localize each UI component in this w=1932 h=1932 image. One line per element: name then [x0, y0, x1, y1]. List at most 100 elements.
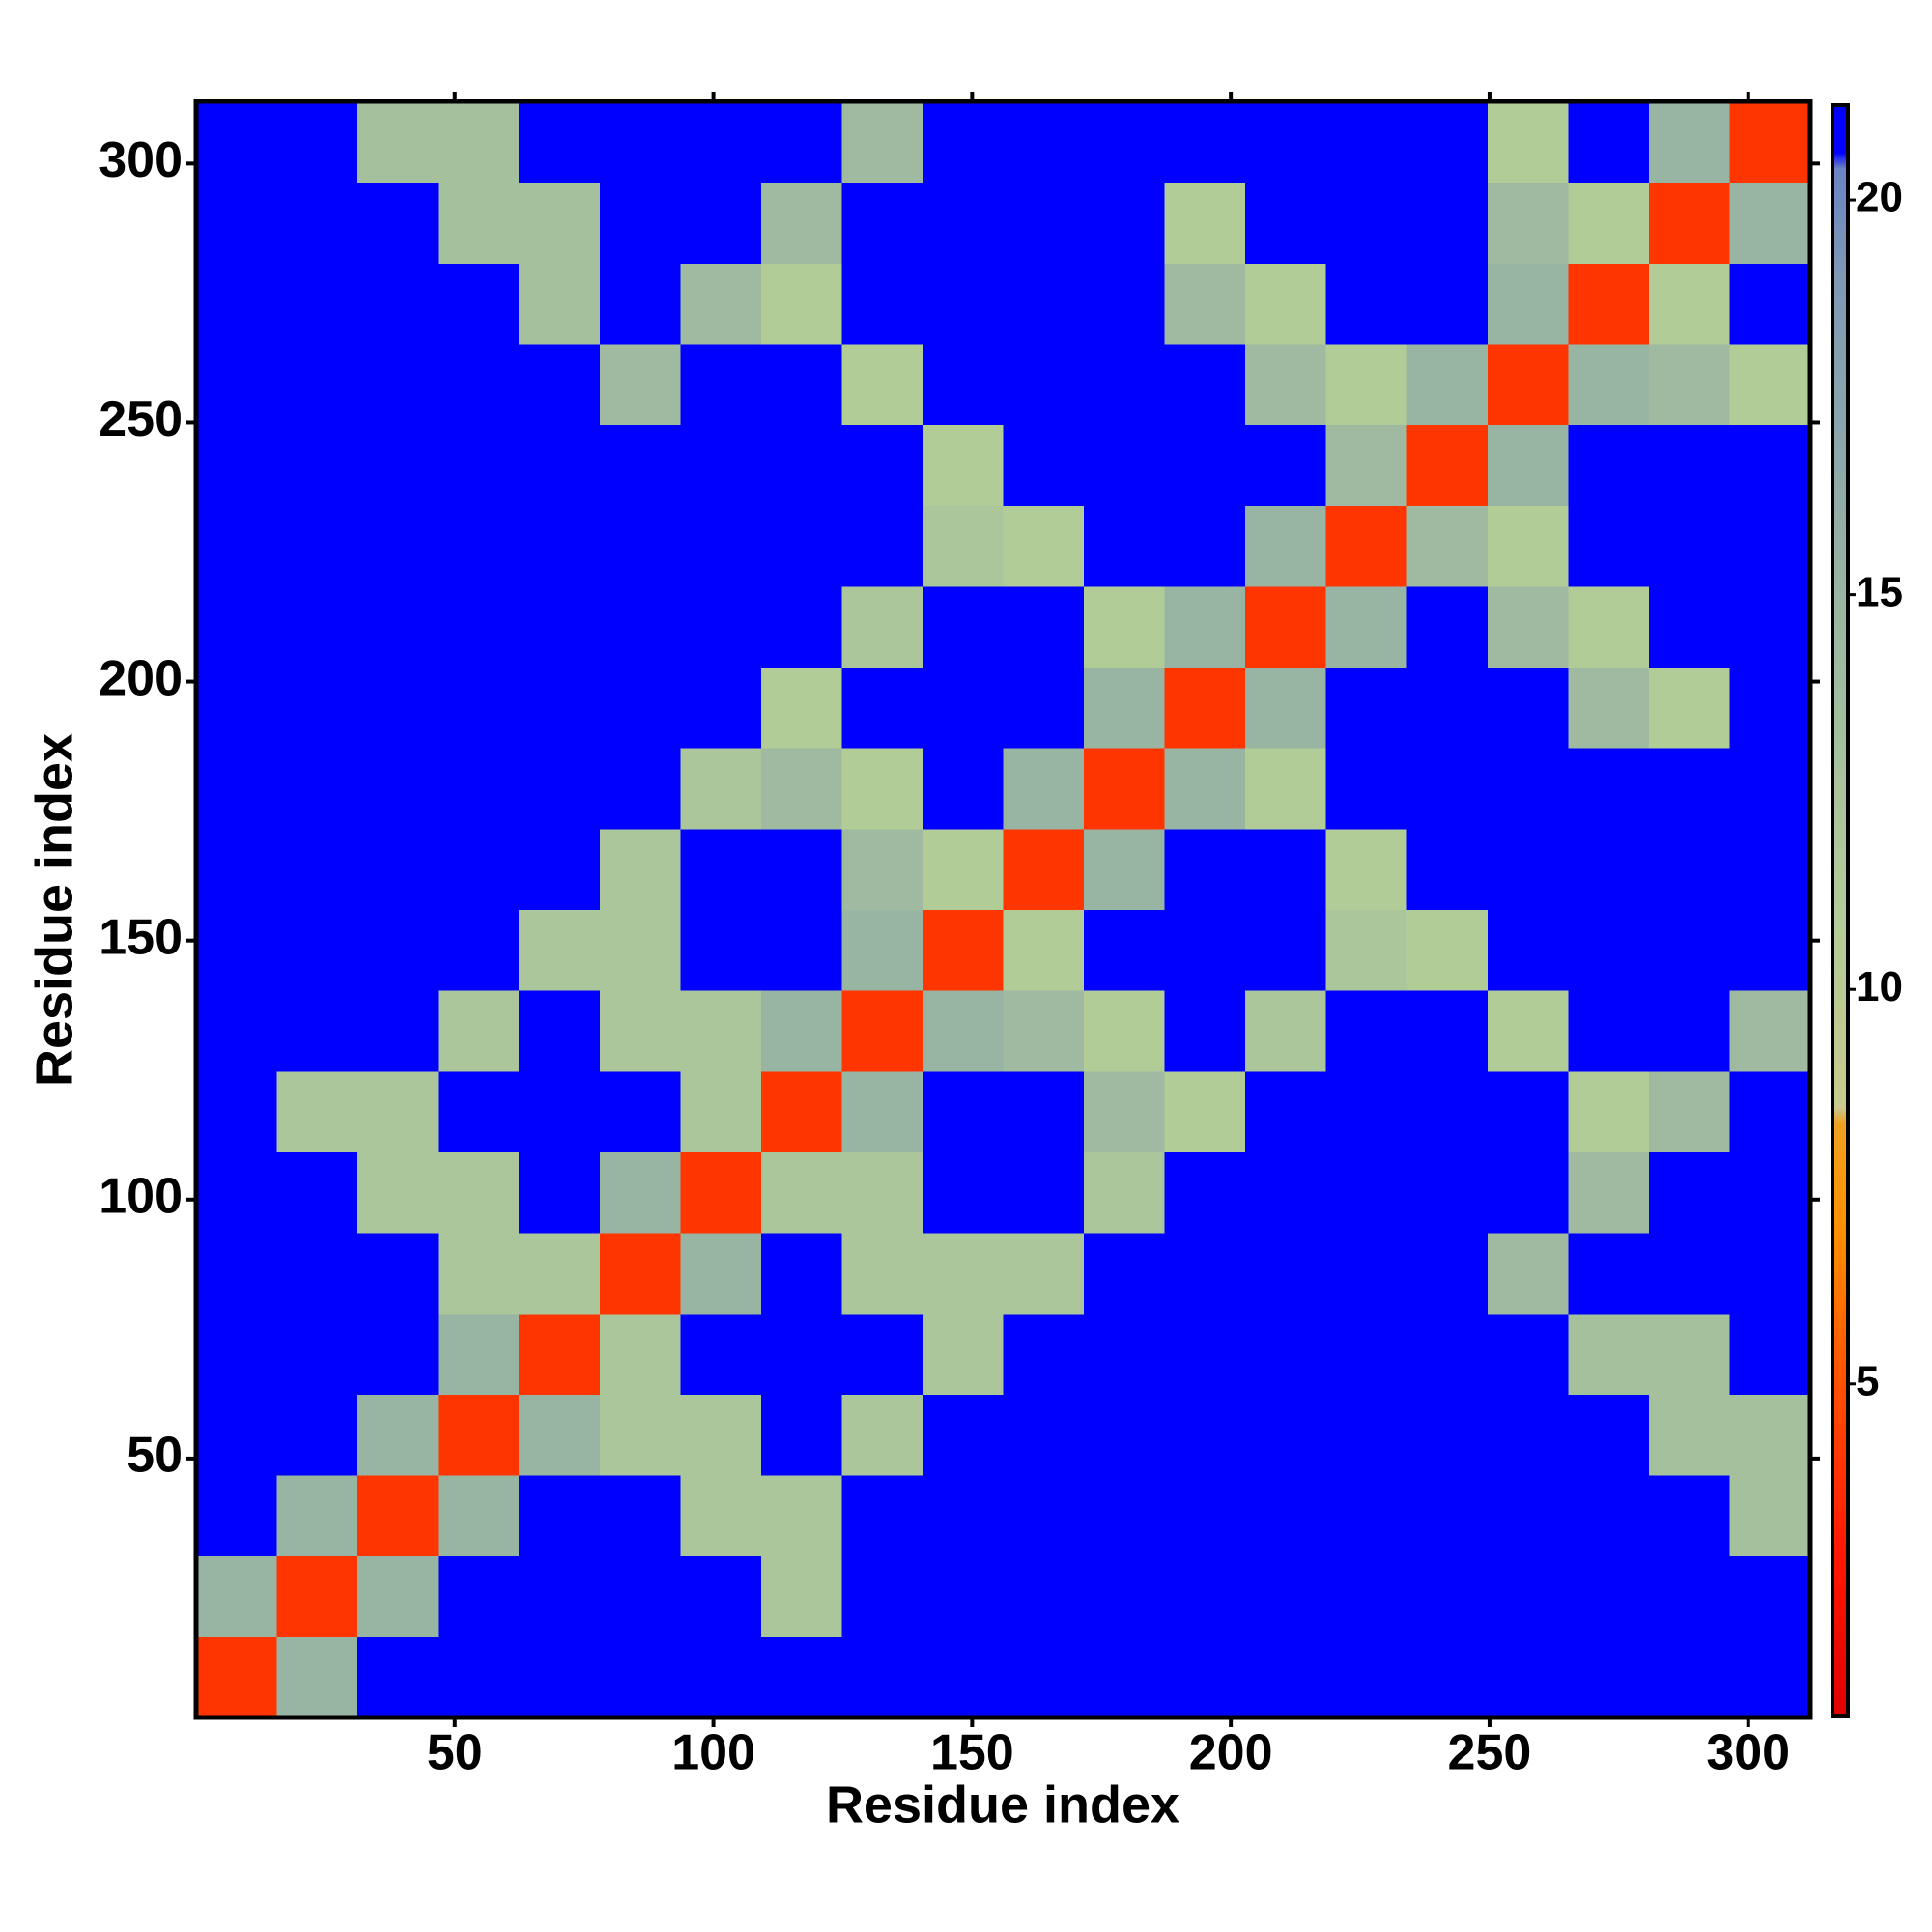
heatmap-cell [438, 505, 520, 587]
heatmap-cell [1245, 343, 1327, 426]
heatmap-cell [1084, 1555, 1166, 1637]
heatmap-cell [1568, 828, 1650, 910]
heatmap-cell [1164, 1636, 1246, 1719]
heatmap-cell [519, 909, 601, 991]
heatmap-cell [599, 1394, 681, 1476]
heatmap-cell [519, 748, 601, 830]
heatmap-cell [519, 505, 601, 587]
heatmap-cell [841, 263, 923, 345]
heatmap-cell [1325, 424, 1407, 506]
heatmap-cell [1164, 1151, 1246, 1234]
heatmap-cell [438, 1555, 520, 1637]
heatmap-cell [922, 101, 1004, 184]
heatmap-cell [599, 1070, 681, 1152]
heatmap-cell [1729, 1070, 1811, 1152]
heatmap-cell [1164, 424, 1246, 506]
heatmap-cell [1164, 748, 1246, 830]
heatmap-cell [357, 1233, 440, 1315]
heatmap-cell [357, 828, 440, 910]
heatmap-cell [1406, 1070, 1489, 1152]
heatmap-cell [519, 1313, 601, 1395]
heatmap-cell [196, 263, 278, 345]
heatmap-cell [196, 585, 278, 668]
heatmap-cell [1487, 1070, 1569, 1152]
heatmap-cell [1406, 1475, 1489, 1557]
heatmap-cell [841, 909, 923, 991]
heatmap-cell [357, 585, 440, 668]
heatmap-cell [276, 263, 358, 345]
heatmap-cell [1245, 1394, 1327, 1476]
heatmap-cell [680, 424, 762, 506]
heatmap-cell [680, 828, 762, 910]
heatmap-cell [1648, 182, 1730, 264]
heatmap-cell [1568, 505, 1650, 587]
heatmap-cell [1568, 182, 1650, 264]
heatmap-cell [1406, 182, 1489, 264]
heatmap-cell [1648, 1070, 1730, 1152]
heatmap-cell [760, 1151, 842, 1234]
heatmap-cell [1568, 585, 1650, 668]
heatmap-cell [1648, 1394, 1730, 1476]
heatmap-cell [599, 1555, 681, 1637]
heatmap-cell [519, 182, 601, 264]
heatmap-cell [1325, 828, 1407, 910]
heatmap-cell [357, 909, 440, 991]
heatmap-cell [1568, 990, 1650, 1072]
heatmap-cell [1084, 828, 1166, 910]
heatmap-cell [922, 182, 1004, 264]
heatmap-cell [1568, 101, 1650, 184]
heatmap-cell [599, 1313, 681, 1395]
heatmap-cell [1729, 343, 1811, 426]
heatmap-cell [1164, 1313, 1246, 1395]
heatmap-cell [196, 748, 278, 830]
heatmap-cell [196, 1555, 278, 1637]
heatmap-cell [1487, 101, 1569, 184]
heatmap-cell [1729, 1151, 1811, 1234]
heatmap-cell [1325, 909, 1407, 991]
heatmap-cell [1003, 748, 1085, 830]
heatmap-cell [357, 1151, 440, 1234]
heatmap-cell [599, 343, 681, 426]
heatmap-cell [1325, 1151, 1407, 1234]
heatmap-cell [1325, 1555, 1407, 1637]
heatmap-cell [357, 1555, 440, 1637]
heatmap-cell [1406, 101, 1489, 184]
heatmap-cell [1648, 263, 1730, 345]
heatmap-cell [276, 505, 358, 587]
colorbar-tick-label: 5 [1856, 1357, 1879, 1405]
heatmap-cell [599, 505, 681, 587]
heatmap-cell [680, 909, 762, 991]
heatmap-cell [1325, 101, 1407, 184]
heatmap-cell [841, 667, 923, 749]
heatmap-cell [1568, 1475, 1650, 1557]
heatmap-cell [1325, 263, 1407, 345]
heatmap-cell [1164, 343, 1246, 426]
heatmap-cell [1568, 1070, 1650, 1152]
heatmap-cell [276, 748, 358, 830]
heatmap-cell [276, 585, 358, 668]
heatmap-cell [1487, 505, 1569, 587]
heatmap-cell [1729, 424, 1811, 506]
heatmap-cell [680, 990, 762, 1072]
heatmap-cell [196, 1070, 278, 1152]
heatmap-cell [841, 1151, 923, 1234]
heatmap-cell [276, 990, 358, 1072]
heatmap-cell [841, 1636, 923, 1719]
heatmap-cell [599, 990, 681, 1072]
heatmap-cell [1003, 990, 1085, 1072]
heatmap-cell [1164, 1555, 1246, 1637]
heatmap-cell [680, 585, 762, 668]
heatmap-cell [519, 667, 601, 749]
heatmap-cell [1406, 909, 1489, 991]
heatmap-cell [1648, 101, 1730, 184]
heatmap-cell [1568, 1233, 1650, 1315]
heatmap-cell [196, 1394, 278, 1476]
heatmap-cell [922, 1394, 1004, 1476]
heatmap-cell [1084, 1313, 1166, 1395]
heatmap-cell [1406, 1233, 1489, 1315]
heatmap-cell [1406, 1394, 1489, 1476]
heatmap-cell [438, 101, 520, 184]
heatmap-cell [519, 1555, 601, 1637]
heatmap-cell [922, 1475, 1004, 1557]
heatmap-cell [1325, 585, 1407, 668]
